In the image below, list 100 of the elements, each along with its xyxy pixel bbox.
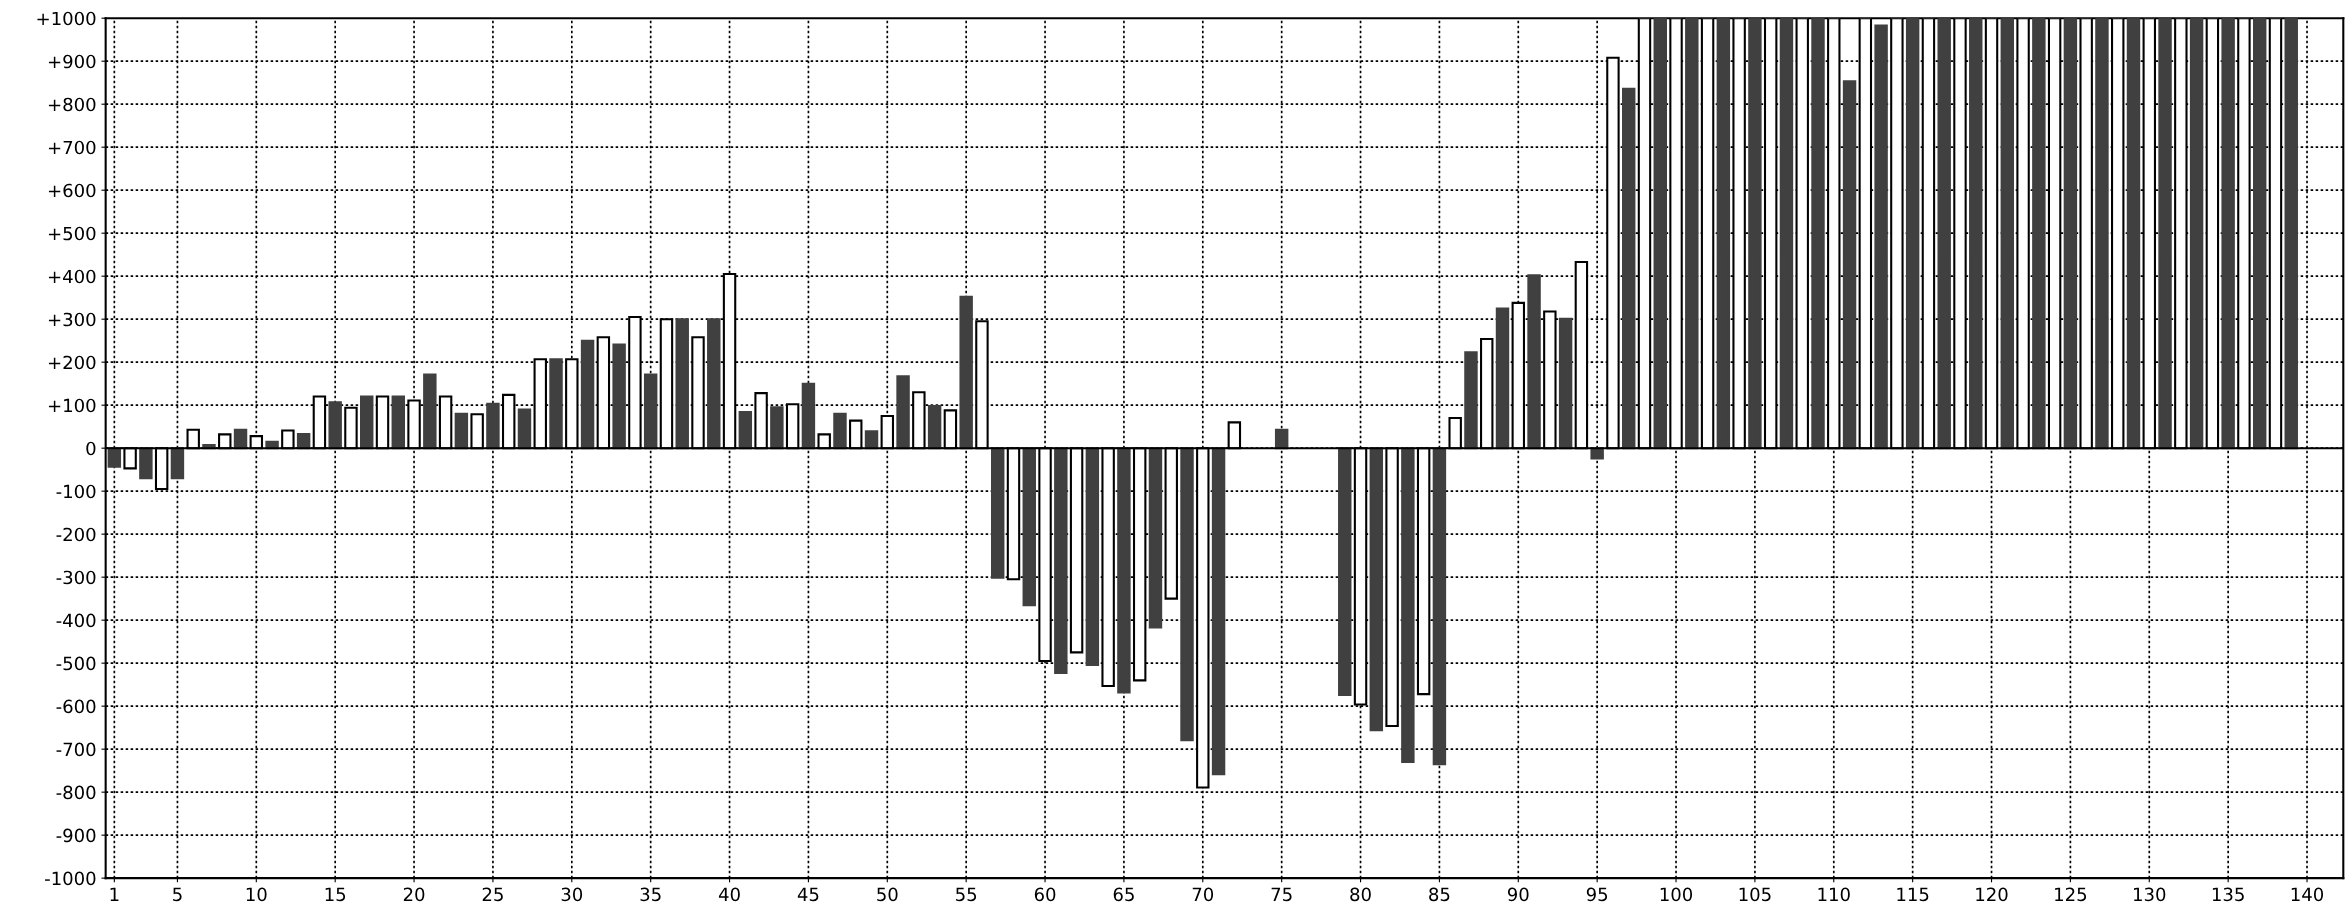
bar	[2189, 18, 2204, 450]
bar	[959, 295, 973, 450]
x-tick-label: 110	[1818, 887, 1850, 902]
x-tick-label: 20	[403, 887, 425, 902]
bar	[1464, 351, 1478, 450]
bar	[517, 408, 532, 450]
bar	[1117, 447, 1131, 694]
bar	[2095, 18, 2109, 450]
bar	[1905, 18, 1920, 450]
bar	[1779, 18, 1794, 450]
x-tick-label: 105	[1739, 887, 1771, 902]
bar	[991, 447, 1005, 579]
bar	[1085, 447, 1100, 666]
x-tick-label: 5	[173, 887, 182, 902]
bar	[1621, 87, 1636, 450]
x-tick-label: 55	[956, 887, 977, 902]
bar	[1590, 447, 1604, 460]
y-tick-label: +500	[48, 226, 96, 241]
bar	[1148, 447, 1163, 629]
bar	[896, 375, 910, 450]
bar	[833, 412, 847, 450]
y-tick-label: -900	[56, 828, 96, 843]
bar	[675, 318, 689, 450]
x-tick-label: 80	[1350, 887, 1371, 902]
y-tick-label: +1000	[37, 11, 96, 26]
y-tick-label: -700	[56, 742, 96, 757]
bar	[2221, 18, 2235, 450]
x-tick-label: 115	[1897, 887, 1929, 902]
y-tick-label: +200	[48, 355, 96, 370]
x-tick-label: 65	[1113, 887, 1134, 902]
y-tick-label: -400	[56, 613, 96, 628]
y-tick-label: -100	[56, 484, 96, 499]
bar	[2126, 18, 2141, 450]
x-tick-label: 1	[110, 887, 119, 901]
x-tick-label: 100	[1660, 887, 1693, 902]
bar	[1022, 447, 1036, 607]
y-tick-label: +100	[48, 398, 96, 413]
y-tick-label: -500	[56, 656, 96, 671]
x-tick-label: 85	[1429, 887, 1450, 902]
y-tick-label: +600	[48, 183, 96, 198]
bar	[1369, 447, 1384, 732]
bar	[1811, 18, 1825, 450]
bar	[1558, 317, 1573, 450]
bar	[580, 339, 595, 450]
bar	[391, 395, 405, 450]
y-tick-label: -200	[56, 527, 96, 542]
x-tick-label: 90	[1507, 887, 1529, 902]
y-tick-label: -600	[56, 699, 96, 714]
bar	[1969, 18, 1983, 450]
bar	[1748, 18, 1762, 450]
x-tick-label: 35	[640, 887, 661, 902]
x-tick-label: 120	[1976, 887, 2008, 902]
bar	[1401, 447, 1415, 764]
y-tick-label: 0	[86, 441, 96, 456]
x-tick-label: 15	[325, 887, 346, 902]
bar	[2063, 18, 2078, 450]
bar	[486, 402, 500, 450]
y-tick-label: +400	[48, 269, 96, 284]
x-tick-label: 10	[246, 887, 267, 902]
y-tick-label: -1000	[45, 871, 96, 886]
bar	[328, 401, 342, 450]
bar	[1211, 447, 1226, 776]
bar	[707, 318, 721, 450]
bar	[423, 373, 437, 450]
x-tick-label: 140	[2291, 887, 2324, 902]
x-tick-label: 25	[482, 887, 503, 902]
bar	[107, 447, 122, 468]
bar	[1180, 447, 1194, 742]
x-tick-label: 40	[718, 887, 740, 902]
y-tick-label: +900	[48, 54, 96, 69]
bar	[549, 358, 563, 450]
bar	[1874, 24, 1888, 450]
bar	[801, 382, 816, 450]
y-tick-label: +800	[48, 97, 96, 112]
x-tick-label: 75	[1271, 887, 1292, 902]
bar	[643, 373, 658, 450]
bar	[1527, 274, 1541, 450]
bar	[1054, 447, 1068, 675]
bar	[2284, 18, 2298, 450]
bar	[2032, 18, 2046, 450]
bar	[927, 405, 942, 450]
bar	[1495, 307, 1510, 450]
x-tick-label: 60	[1034, 887, 1056, 902]
bar	[1653, 18, 1667, 450]
bar	[170, 447, 185, 480]
bar	[1685, 18, 1699, 450]
bar	[770, 406, 784, 450]
bar	[738, 411, 753, 450]
bar	[454, 412, 469, 450]
bar	[2158, 18, 2172, 450]
x-tick-label: 130	[2134, 887, 2166, 902]
bar	[1842, 80, 1857, 450]
bar	[360, 395, 374, 450]
x-tick-label: 70	[1192, 887, 1214, 902]
x-tick-label: 30	[561, 887, 583, 902]
y-tick-label: +700	[48, 140, 96, 155]
x-tick-label: 135	[2212, 887, 2244, 902]
bar	[1716, 18, 1731, 450]
x-tick-label: 45	[797, 887, 819, 902]
y-tick-label: -300	[56, 570, 96, 585]
